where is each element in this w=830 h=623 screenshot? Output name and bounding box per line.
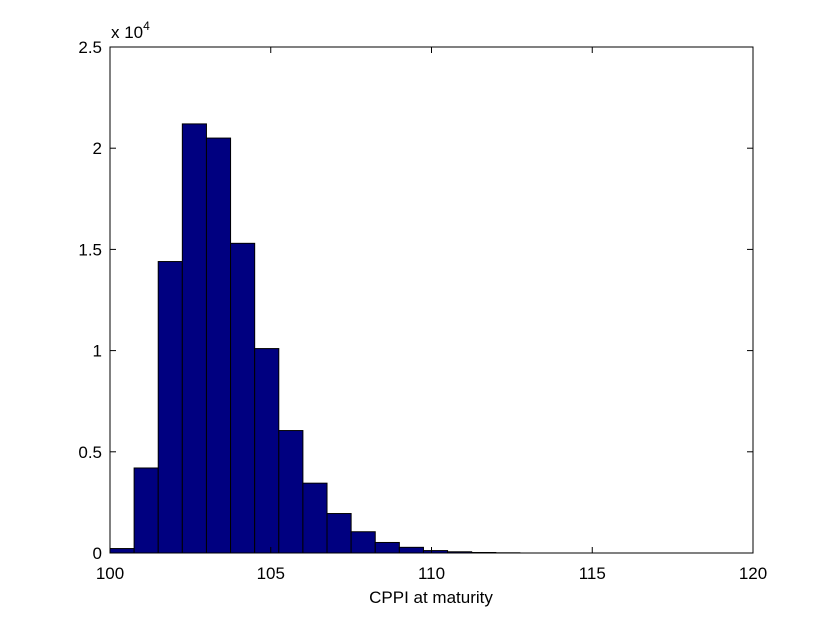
x-tick-label: 110	[418, 564, 445, 583]
histogram-bar	[398, 546, 424, 554]
histogram-bar	[254, 348, 280, 554]
x-tick-label: 100	[96, 564, 124, 583]
histogram-bar	[230, 242, 256, 554]
x-tick-label: 105	[257, 564, 285, 583]
histogram-bar	[157, 261, 183, 554]
y-tick-label: 2.5	[78, 38, 102, 57]
histogram-bar	[278, 430, 304, 554]
y-multiplier-base: x 10	[111, 23, 143, 42]
histogram-bar	[326, 513, 352, 554]
y-tick-labels: 0 0.5 1 1.5 2 2.5	[78, 38, 102, 563]
histogram-bar	[302, 482, 328, 554]
y-tick-label: 1	[93, 342, 102, 361]
histogram-bar	[109, 548, 135, 554]
histogram-bar	[350, 531, 376, 554]
y-tick-label: 0	[93, 544, 102, 563]
histogram-bars	[109, 123, 521, 554]
x-tick-labels: 100 105 110 115 120	[96, 564, 767, 583]
axis-ticks	[109, 46, 754, 554]
histogram-bar	[181, 123, 207, 554]
y-tick-label: 2	[93, 139, 102, 158]
histogram-bar	[133, 467, 159, 554]
histogram-bar	[374, 541, 400, 554]
x-tick-label: 120	[739, 564, 767, 583]
y-tick-label: 0.5	[78, 443, 102, 462]
y-multiplier-exponent: 4	[143, 19, 150, 33]
y-tick-label: 1.5	[78, 240, 102, 259]
x-axis-label: CPPI at maturity	[369, 588, 493, 607]
y-axis-multiplier: x 104	[111, 19, 150, 42]
x-tick-label: 115	[579, 564, 606, 583]
histogram-bar	[205, 137, 232, 554]
